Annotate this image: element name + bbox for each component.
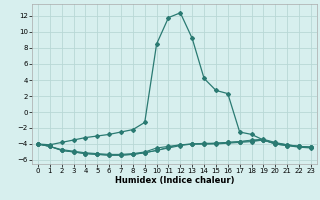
X-axis label: Humidex (Indice chaleur): Humidex (Indice chaleur) [115,176,234,185]
